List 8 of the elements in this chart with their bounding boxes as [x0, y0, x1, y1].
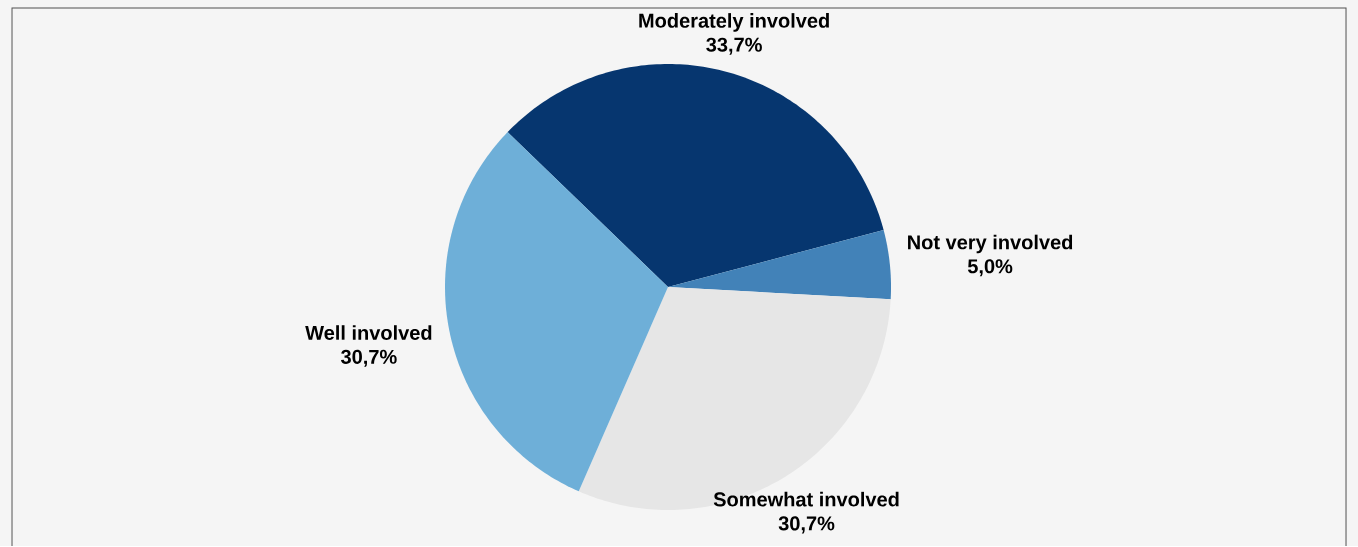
data-label: 30,7%	[778, 516, 835, 534]
slice-label: Not very involved	[908, 234, 1073, 254]
data-label: 5,0%	[967, 259, 1013, 277]
slice-label: Moderately involved	[639, 13, 829, 33]
slice-label: Well involved	[305, 325, 432, 341]
data-label: 33,7%	[706, 37, 762, 55]
slice-label: Somewhat involved	[713, 492, 899, 507]
data-label: 30,7%	[340, 349, 397, 368]
